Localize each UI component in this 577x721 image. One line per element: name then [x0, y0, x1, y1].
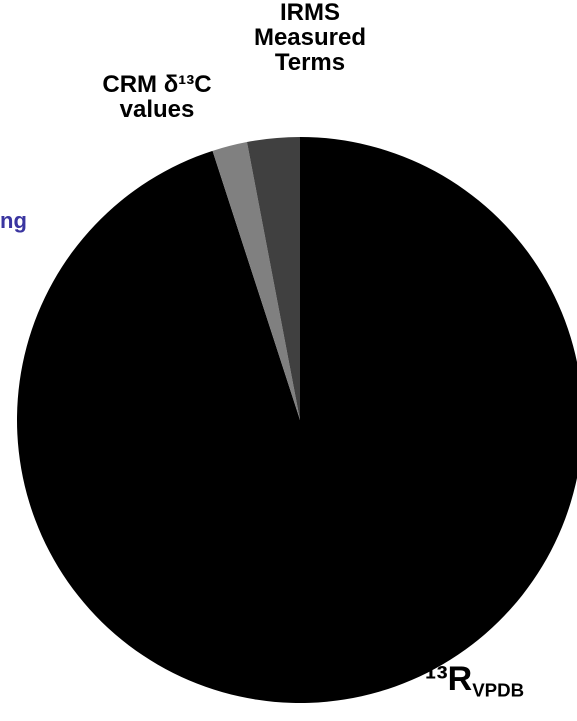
annotation: ng	[0, 208, 27, 233]
slice-label: CRM δ¹³C values	[102, 71, 212, 124]
pie-slice	[17, 137, 577, 703]
pie-slice	[212, 142, 300, 421]
pie-slice	[246, 137, 300, 420]
slice-label: IRMS Measured Terms	[253, 0, 367, 77]
slice-label: ¹³RVPDB	[425, 660, 525, 701]
